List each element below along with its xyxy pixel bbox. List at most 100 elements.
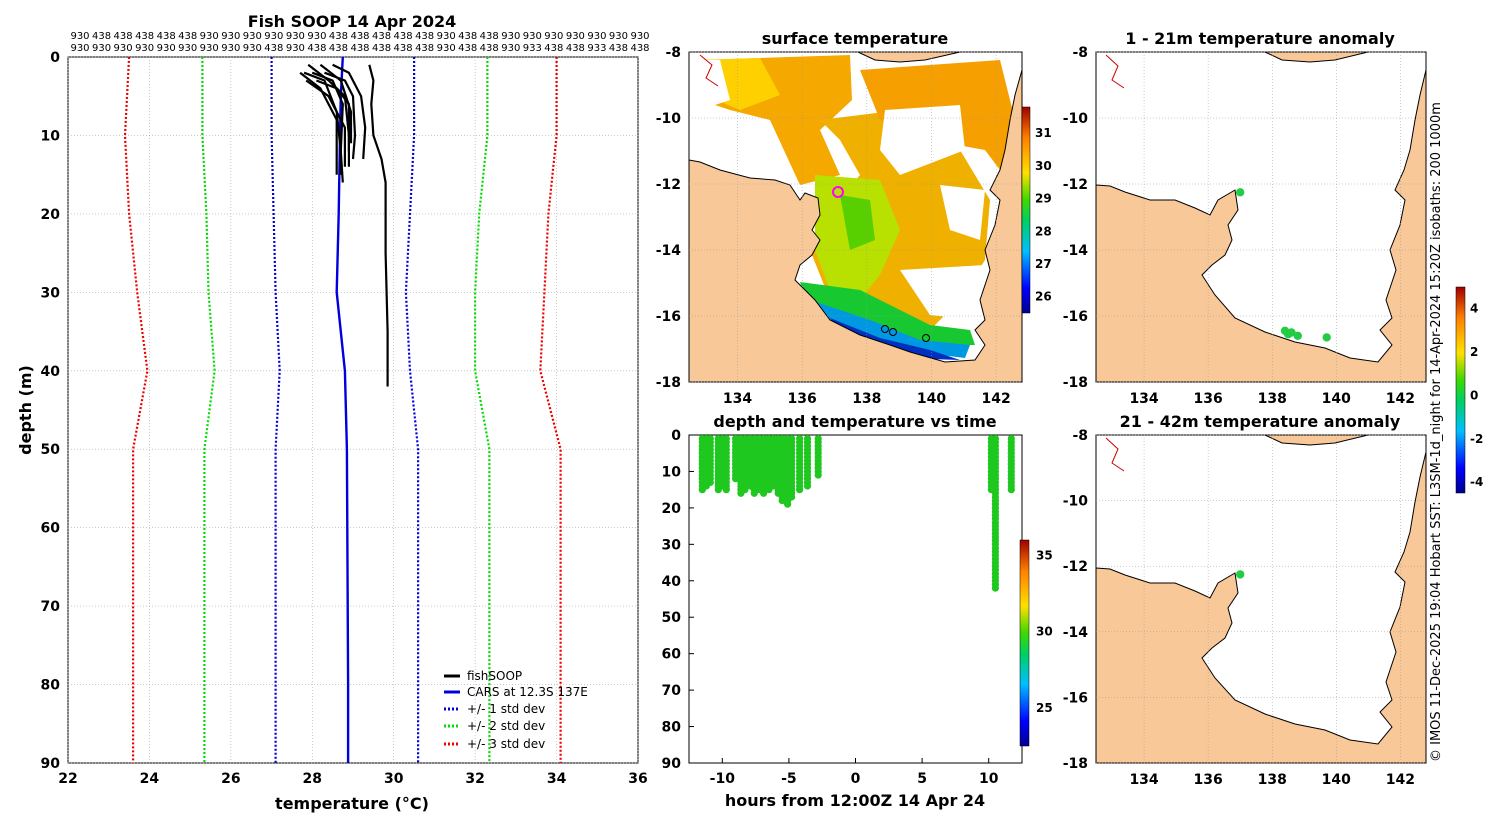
map-lat-tick-label: -14: [656, 243, 682, 259]
profile-std-line-lower: [201, 57, 216, 763]
fishsoop-profile-line: [319, 63, 353, 144]
anom1-land-australia: [1096, 69, 1426, 382]
timeseries-colorbar-ticks: 25 30 35: [1036, 548, 1053, 715]
profile-top-label: 930: [70, 43, 89, 54]
timeseries-ytick-label: 50: [662, 610, 682, 626]
profile-chart: Fish SOOP 14 Apr 2024 930 438 438 438 438 438…: [16, 12, 650, 813]
credit-text: © IMOS 11-Dec-2025 19:04 Hobart SST: L3S…: [1429, 102, 1444, 762]
map-lat-tick-label: -10: [1063, 494, 1089, 510]
sst-colorbar-label: 26: [1035, 290, 1052, 304]
profile-top-label: 930: [221, 43, 240, 54]
timeseries-point: [991, 584, 1000, 592]
profile-top-label: 930: [114, 43, 133, 54]
fishsoop-profile-line: [299, 71, 338, 175]
profile-std-line-lower: [270, 57, 281, 763]
profile-top-label: 438: [480, 43, 499, 54]
sst-colorbar-ticks: 26 27 28 29 30 31: [1035, 126, 1052, 303]
profile-ytick-label: 80: [41, 678, 61, 694]
cars-mean-line: [335, 56, 350, 763]
map-lat-tick-label: -14: [1063, 243, 1089, 259]
timeseries-colorbar-label: 30: [1036, 625, 1053, 639]
profile-top-label: 438: [630, 43, 649, 54]
sst-land-new-guinea: [857, 52, 961, 63]
fishsoop-profile-line: [368, 64, 389, 387]
map-lat-tick-label: -10: [1063, 111, 1089, 127]
timeseries-point: [1007, 486, 1015, 494]
map-lon-tick-label: 142: [982, 391, 1011, 407]
anom1-land-new-guinea: [1264, 52, 1369, 63]
profile-ytick-label: 40: [41, 364, 61, 380]
profile-ylabel: depth (m): [16, 365, 35, 455]
fishsoop-profile-line: [305, 79, 346, 167]
sst-field-south-cool: [810, 300, 970, 358]
anomaly-colorbar: [1455, 286, 1466, 494]
map-lon-tick-label: 140: [1322, 391, 1351, 407]
sst-colorbar-label: 30: [1035, 159, 1052, 173]
map-lat-tick-label: -18: [1063, 756, 1088, 772]
profile-top-label: 930: [630, 31, 649, 42]
anom2-isobath: [1105, 437, 1125, 472]
sst-colorbar-label: 31: [1035, 126, 1052, 140]
anomaly-point: [1236, 570, 1245, 579]
profile-top-label: 930: [157, 43, 176, 54]
map-lon-tick-label: 138: [852, 391, 881, 407]
timeseries-point: [803, 482, 812, 490]
timeseries-points: [698, 435, 1015, 592]
sst-field-green: [840, 195, 875, 250]
timeseries-xtick-label: 0: [851, 771, 861, 787]
profile-top-label: 930: [200, 43, 219, 54]
sst-cast-marker: [881, 325, 889, 333]
anom1-points: [1236, 188, 1331, 342]
anom1-title: 1 - 21m temperature anomaly: [1125, 29, 1395, 48]
anomaly-colorbar-label: -4: [1470, 475, 1483, 489]
profile-series: [123, 56, 562, 763]
profile-ytick-label: 0: [50, 50, 60, 66]
legend-label-cars: CARS at 12.3S 137E: [467, 685, 588, 699]
profile-legend: fishSOOP CARS at 12.3S 137E +/- 1 std de…: [444, 669, 588, 751]
sst-colorbar-label: 29: [1035, 192, 1052, 206]
profile-top-label: 930: [221, 31, 240, 42]
profile-top-label: 438: [415, 31, 434, 42]
sst-colorbar-label: 28: [1035, 224, 1052, 238]
profile-top-label: 930: [70, 31, 89, 42]
map-lon-tick-label: 138: [1258, 391, 1287, 407]
profile-grid: [67, 56, 639, 764]
profile-top-label: 930: [501, 31, 520, 42]
timeseries-ytick-label: 40: [662, 574, 682, 590]
anom2-title: 21 - 42m temperature anomaly: [1120, 412, 1401, 431]
timeseries-point: [741, 486, 749, 494]
fishsoop-profile-line: [316, 79, 350, 152]
sst-land-australia: [689, 69, 1022, 382]
timeseries-xtick-label: 10: [979, 771, 999, 787]
fishsoop-profile-line: [332, 63, 367, 160]
anomaly-colorbar-label: 2: [1470, 345, 1478, 359]
profile-top-label: 438: [415, 43, 434, 54]
profile-std-line-upper: [404, 57, 420, 763]
profile-top-label: 438: [307, 43, 326, 54]
map-lon-tick-label: 134: [1129, 772, 1158, 788]
sst-ship-position: [832, 186, 844, 198]
profile-top-label: 930: [523, 31, 542, 42]
timeseries-title: depth and temperature vs time: [713, 412, 996, 431]
timeseries-ytick-label: 20: [662, 501, 682, 517]
profile-top-label: 438: [372, 31, 391, 42]
profile-top-label: 438: [114, 31, 133, 42]
timeseries-point: [784, 500, 792, 508]
profile-xtick-label: 24: [140, 771, 160, 787]
profile-top-label: 438: [92, 31, 111, 42]
legend-label-std1: +/- 1 std dev: [467, 702, 545, 716]
timeseries-colorbar-label: 35: [1036, 548, 1053, 562]
profile-top-label: 930: [200, 31, 219, 42]
profile-top-label: 438: [178, 31, 197, 42]
sst-cloud-gap-2: [940, 185, 985, 240]
map-lat-tick-label: -16: [1063, 309, 1088, 325]
timeseries-colorbar: [1019, 539, 1030, 747]
timeseries-ytick-label: 90: [662, 756, 682, 772]
timeseries-point: [706, 478, 714, 486]
anom2-land-australia: [1096, 451, 1426, 763]
profile-top-label: 930: [307, 31, 326, 42]
map-lon-tick-label: 134: [1129, 391, 1158, 407]
profile-top-label: 930: [437, 43, 456, 54]
sst-title: surface temperature: [762, 29, 949, 48]
profile-top-label: 930: [135, 43, 154, 54]
